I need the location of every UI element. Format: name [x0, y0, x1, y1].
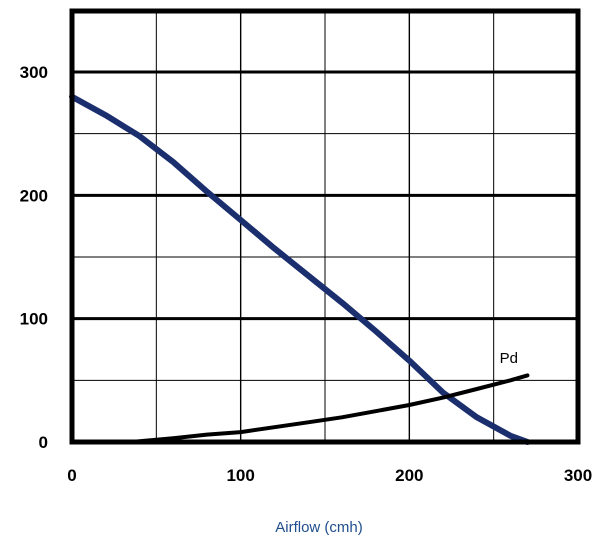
series-layer — [69, 93, 531, 445]
plot-frame — [69, 8, 581, 445]
x-tick-label: 300 — [564, 466, 592, 485]
y-tick-label: 0 — [39, 433, 48, 452]
series-line-curve — [69, 93, 531, 445]
x-tick-label: 200 — [395, 466, 423, 485]
y-tick-label: 200 — [20, 186, 48, 205]
x-axis-title: Airflow (cmh) — [275, 519, 363, 536]
x-tick-label: 100 — [226, 466, 254, 485]
tick-labels: 0 100 200 300 0 100 200 300 — [20, 63, 593, 485]
annotations: Pd — [500, 350, 518, 367]
grid — [72, 11, 578, 442]
series-line-pd — [129, 373, 530, 444]
x-tick-label: 0 — [67, 466, 76, 485]
y-tick-label: 300 — [20, 63, 48, 82]
series-annotation-label: Pd — [500, 350, 518, 367]
y-tick-label: 100 — [20, 310, 48, 329]
